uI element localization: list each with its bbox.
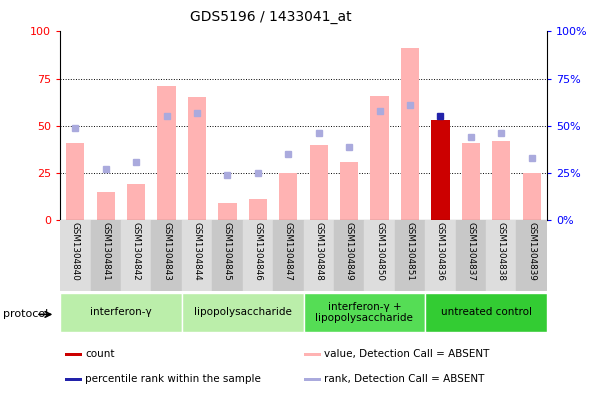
Bar (249, 199, 267, 220)
Text: GSM1304850: GSM1304850 (375, 222, 384, 281)
Text: GSM1304839: GSM1304839 (527, 222, 536, 281)
Text: percentile rank within the sample: percentile rank within the sample (85, 374, 261, 384)
Text: GSM1304841: GSM1304841 (101, 222, 110, 281)
Bar (243, 220, 273, 291)
Text: interferon-γ +
lipopolysaccharide: interferon-γ + lipopolysaccharide (316, 302, 413, 323)
Bar (127, 184, 145, 220)
Bar (310, 145, 328, 220)
Text: count: count (85, 349, 115, 360)
Bar (304, 353, 321, 356)
Bar (66, 143, 84, 220)
Text: protocol: protocol (3, 309, 48, 320)
Text: rank, Detection Call = ABSENT: rank, Detection Call = ABSENT (324, 374, 484, 384)
Bar (182, 220, 212, 291)
Text: GSM1304847: GSM1304847 (284, 222, 293, 281)
Bar (151, 220, 182, 291)
Text: value, Detection Call = ABSENT: value, Detection Call = ABSENT (324, 349, 489, 360)
Bar (492, 141, 510, 220)
Text: GSM1304849: GSM1304849 (344, 222, 353, 281)
Bar (65, 353, 82, 356)
Text: interferon-γ: interferon-γ (90, 307, 152, 318)
Text: GSM1304837: GSM1304837 (466, 222, 475, 281)
Bar (364, 220, 395, 291)
Bar (97, 192, 115, 220)
Bar (486, 220, 516, 291)
Text: GSM1304844: GSM1304844 (192, 222, 201, 281)
Bar (432, 120, 450, 220)
Bar (157, 86, 175, 220)
Bar (395, 220, 426, 291)
Text: GSM1304838: GSM1304838 (497, 222, 506, 281)
Text: lipopolysaccharide: lipopolysaccharide (194, 307, 291, 318)
Bar (522, 173, 541, 220)
Text: untreated control: untreated control (441, 307, 531, 318)
Bar (218, 203, 237, 220)
Bar (60, 220, 91, 291)
Bar (456, 220, 486, 291)
Bar (182, 293, 304, 332)
Text: GDS5196 / 1433041_at: GDS5196 / 1433041_at (190, 10, 351, 24)
Bar (60, 293, 182, 332)
Bar (65, 378, 82, 381)
Bar (370, 95, 389, 220)
Bar (462, 143, 480, 220)
Text: GSM1304851: GSM1304851 (406, 222, 415, 281)
Text: GSM1304846: GSM1304846 (254, 222, 263, 281)
Bar (426, 293, 547, 332)
Text: GSM1304842: GSM1304842 (132, 222, 141, 281)
Text: GSM1304845: GSM1304845 (223, 222, 232, 281)
Text: GSM1304840: GSM1304840 (71, 222, 80, 281)
Bar (188, 97, 206, 220)
Bar (426, 220, 456, 291)
Bar (516, 220, 547, 291)
Bar (91, 220, 121, 291)
Bar (121, 220, 151, 291)
Bar (334, 220, 364, 291)
Bar (279, 173, 297, 220)
Bar (304, 293, 426, 332)
Bar (304, 378, 321, 381)
Bar (273, 220, 304, 291)
Bar (212, 220, 243, 291)
Text: GSM1304836: GSM1304836 (436, 222, 445, 281)
Bar (304, 220, 334, 291)
Bar (340, 162, 358, 220)
Text: GSM1304843: GSM1304843 (162, 222, 171, 281)
Text: GSM1304848: GSM1304848 (314, 222, 323, 281)
Bar (401, 48, 419, 220)
